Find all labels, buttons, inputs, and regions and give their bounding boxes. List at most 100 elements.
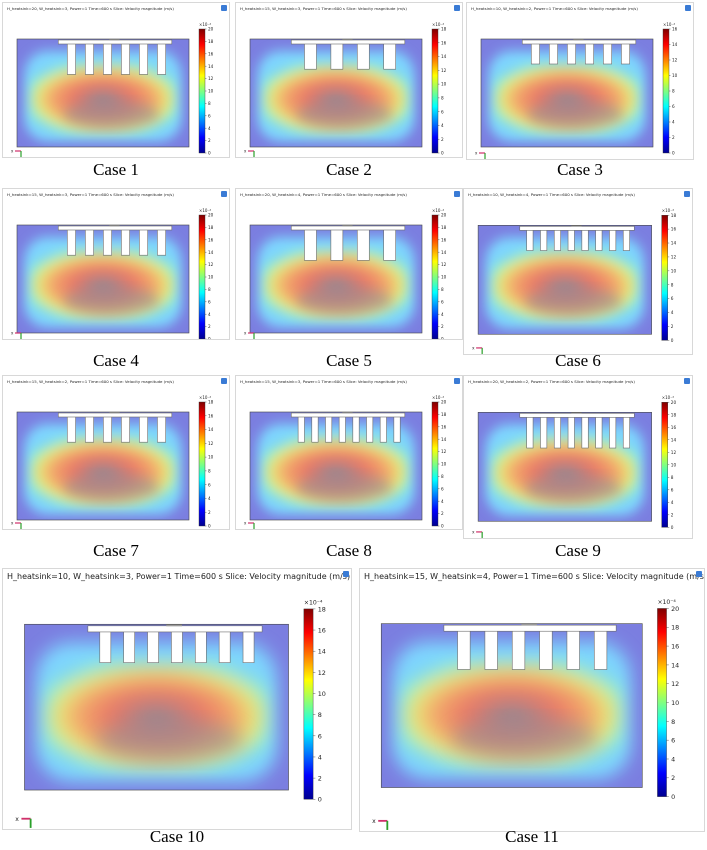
- colorbar-tick-label: 14: [671, 241, 677, 246]
- info-icon[interactable]: [343, 571, 349, 577]
- heatsink-fin: [609, 229, 617, 251]
- colorbar-tick-label: 2: [208, 138, 211, 143]
- colorbar-tick-label: 14: [672, 42, 678, 47]
- heatsink-fin: [85, 415, 94, 443]
- colorbar-tick-label: 4: [208, 312, 211, 317]
- heatsink-fin: [103, 228, 112, 256]
- colorbar-tick-label: 2: [671, 774, 675, 782]
- colorbar-tick-label: 8: [671, 282, 674, 287]
- panel-title: H_heatsink=20, W_heatsink=4, Power=1 Tim…: [240, 192, 407, 197]
- colorbar-tick-label: 16: [671, 643, 679, 651]
- info-icon[interactable]: [454, 191, 460, 197]
- y-axis-label: y: [253, 529, 256, 530]
- velocity-plot: ×10⁻⁴20181614121086420xy: [372, 599, 679, 830]
- colorbar-tick-label: 18: [441, 412, 447, 417]
- colorbar: [662, 28, 670, 154]
- colorbar-tick-label: 18: [208, 400, 214, 405]
- heatsink-fin: [139, 42, 148, 75]
- colorbar-tick-label: 0: [318, 796, 322, 804]
- colorbar-tick-label: 8: [208, 101, 211, 106]
- velocity-plot: ×10⁻⁴18 16 14 12 10 8 6 4 2 0 x y: [11, 395, 214, 529]
- colorbar-tick-label: 16: [208, 413, 214, 418]
- panel-case9: H_heatsink=20, W_heatsink=2, Power=1 Tim…: [463, 375, 693, 539]
- info-icon[interactable]: [454, 378, 460, 384]
- heatsink-fin: [530, 42, 540, 65]
- heatsink-base: [443, 624, 617, 632]
- colorbar-tick-label: 2: [671, 512, 674, 517]
- panel-case11: H_heatsink=15, W_heatsink=4, Power=1 Tim…: [359, 568, 705, 832]
- colorbar: [661, 215, 668, 341]
- colorbar-tick-label: 10: [208, 455, 214, 460]
- colorbar: [198, 214, 206, 339]
- colorbar-exponent: ×10⁻⁴: [662, 208, 675, 213]
- info-icon[interactable]: [221, 191, 227, 197]
- colorbar-tick-label: 14: [671, 661, 679, 669]
- colorbar-tick-label: 16: [441, 424, 447, 429]
- info-icon[interactable]: [684, 191, 690, 197]
- colorbar-tick-label: 4: [208, 496, 211, 501]
- colorbar-tick-label: 0: [208, 337, 211, 340]
- colorbar-tick-label: 4: [672, 120, 675, 125]
- panel-case7: H_heatsink=15, W_heatsink=2, Power=1 Tim…: [2, 375, 230, 530]
- heatsink-fin: [595, 416, 603, 449]
- case-caption: Case 8: [326, 541, 372, 560]
- colorbar-tick-label: 18: [671, 213, 677, 218]
- heatsink-fin: [553, 229, 561, 251]
- heatsink-fin: [311, 415, 319, 443]
- colorbar-tick-label: 20: [671, 605, 679, 613]
- colorbar-tick-label: 8: [208, 287, 211, 292]
- heatsink-fin: [484, 629, 498, 670]
- info-icon[interactable]: [685, 5, 691, 11]
- heatsink-base: [290, 225, 406, 231]
- heatsink-fin: [566, 629, 580, 670]
- colorbar-tick-label: 12: [441, 262, 447, 267]
- colorbar-tick-label: 6: [671, 296, 674, 301]
- heatsink-base: [290, 39, 406, 45]
- colorbar-tick-label: 0: [208, 151, 211, 156]
- colorbar-tick-label: 16: [441, 40, 447, 45]
- heatsink-fin: [609, 416, 617, 449]
- heatsink-fin: [85, 228, 94, 256]
- info-icon[interactable]: [454, 5, 460, 11]
- colorbar-tick-label: 10: [208, 89, 214, 94]
- heatsink-fin: [242, 630, 255, 663]
- colorbar-tick-label: 10: [671, 699, 679, 707]
- colorbar-tick-label: 2: [441, 137, 444, 142]
- colorbar-tick-label: 18: [208, 39, 214, 44]
- colorbar-tick-label: 4: [208, 126, 211, 131]
- colorbar-tick-label: 6: [441, 109, 444, 114]
- info-icon[interactable]: [684, 378, 690, 384]
- heatsink-fin: [511, 629, 526, 670]
- info-icon[interactable]: [696, 571, 702, 577]
- velocity-plot: ×10⁻⁴20181614121086420xy: [472, 395, 677, 538]
- colorbar-tick-label: 2: [672, 135, 675, 140]
- velocity-plot: ×10⁻⁴20181614121086420xy: [244, 208, 447, 339]
- colorbar-tick-label: 12: [672, 58, 678, 63]
- colorbar-tick-label: 4: [671, 755, 675, 763]
- heatsink-fin: [304, 42, 317, 70]
- colorbar-tick-label: 12: [441, 449, 447, 454]
- colorbar-tick-label: 18: [208, 225, 214, 230]
- heatsink-fin: [218, 630, 231, 663]
- info-icon[interactable]: [221, 378, 227, 384]
- colorbar: [198, 28, 206, 154]
- panel-title: H_heatsink=10, W_heatsink=3, Power=1 Tim…: [7, 572, 351, 581]
- heatsink-fin: [171, 630, 183, 663]
- heatsink-fin: [603, 42, 612, 65]
- colorbar-tick-label: 0: [671, 793, 675, 801]
- colorbar-tick-label: 12: [208, 76, 214, 81]
- colorbar-tick-label: 4: [441, 123, 444, 128]
- panel-case10: H_heatsink=10, W_heatsink=3, Power=1 Tim…: [2, 568, 352, 830]
- heatsink-fin: [393, 415, 401, 443]
- heatsink-fin: [297, 415, 305, 443]
- heatsink-fin: [330, 228, 344, 261]
- colorbar-tick-label: 10: [671, 462, 677, 467]
- colorbar-tick-label: 6: [208, 113, 211, 118]
- colorbar-tick-label: 20: [208, 213, 214, 218]
- info-icon[interactable]: [221, 5, 227, 11]
- colorbar-tick-label: 16: [441, 237, 447, 242]
- colorbar-tick-label: 12: [318, 669, 326, 677]
- heatsink-fin: [103, 415, 112, 443]
- colorbar: [431, 214, 439, 339]
- heatsink-fin: [540, 229, 548, 251]
